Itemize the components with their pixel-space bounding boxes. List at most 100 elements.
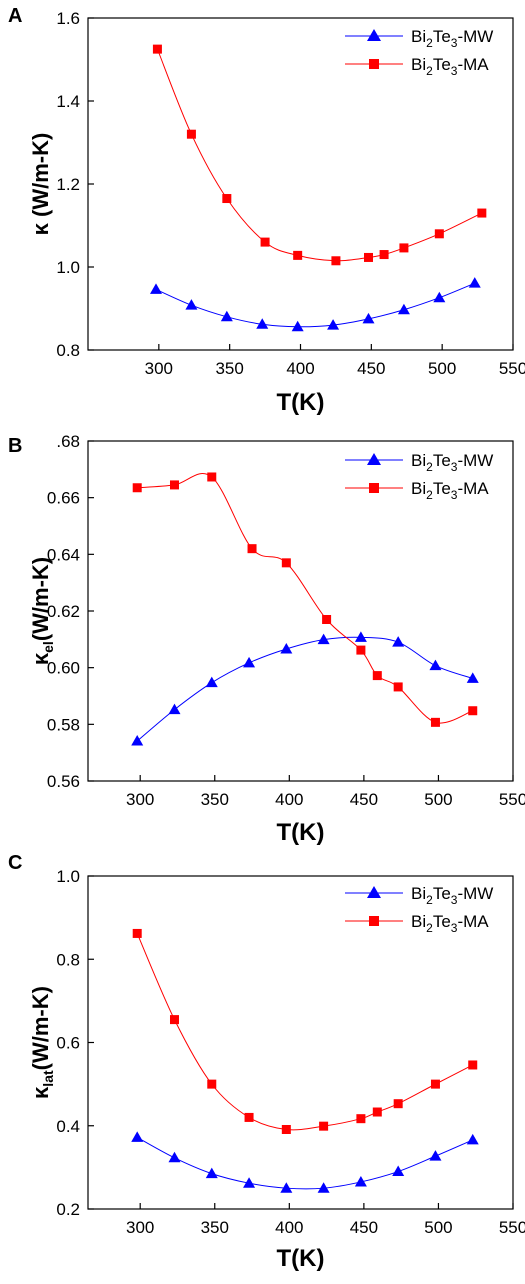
chart-panel-a: A 300 350 400 450 500 550 0.8 1.0 1.2 1.4 1.6 T(K) κ …	[8, 5, 525, 416]
y-tick-label: 0.60	[47, 659, 80, 678]
data-point	[356, 1114, 366, 1124]
data-point	[293, 250, 303, 260]
data-point	[260, 237, 270, 247]
x-tick-label: 350	[201, 1218, 229, 1237]
data-point	[220, 310, 233, 322]
y-tick-label: 0.8	[56, 950, 80, 969]
y-tick-label: .68	[56, 432, 80, 451]
legend-label: Bi2Te3-MA	[411, 55, 489, 78]
data-point	[317, 1182, 330, 1193]
data-point	[222, 194, 232, 204]
data-point	[468, 277, 481, 288]
data-point	[205, 676, 218, 688]
data-point	[317, 633, 330, 645]
x-axis-title: T(K)	[277, 819, 325, 846]
series-line	[136, 933, 473, 1131]
data-point	[280, 642, 293, 654]
series-line	[155, 282, 475, 328]
legend-label: Bi2Te3-MW	[411, 451, 493, 474]
data-point	[356, 645, 366, 655]
data-point	[434, 229, 444, 239]
legend-label: Bi2Te3-MW	[411, 27, 493, 50]
x-tick-label: 450	[350, 1218, 378, 1237]
y-tick-label: 0.64	[47, 545, 80, 564]
y-tick-label: 0.8	[56, 341, 80, 360]
legend-entry: Bi2Te3-MA	[345, 55, 489, 78]
x-tick-label: 500	[424, 790, 452, 809]
data-point	[430, 717, 440, 727]
y-axis-title: κ (W/m-K)	[28, 133, 53, 236]
x-tick-label: 450	[357, 359, 385, 378]
data-point	[466, 1133, 479, 1145]
x-axis-title: T(K)	[277, 389, 325, 416]
x-tick-label: 300	[126, 1218, 154, 1237]
data-point	[372, 671, 382, 681]
data-point	[392, 1165, 405, 1177]
series-square	[132, 928, 478, 1134]
data-point	[379, 250, 389, 260]
data-point	[392, 636, 405, 647]
legend-marker	[369, 483, 379, 493]
data-point	[354, 1175, 367, 1187]
legend-entry: Bi2Te3-MW	[345, 27, 493, 50]
x-tick-label: 400	[275, 790, 303, 809]
data-point	[132, 928, 142, 938]
y-tick-label: 1.2	[56, 175, 80, 194]
legend-label: Bi2Te3-MA	[411, 479, 489, 502]
x-tick-label: 300	[126, 790, 154, 809]
x-axis-title: T(K)	[277, 1245, 325, 1272]
series-line	[136, 1136, 473, 1190]
data-point	[168, 703, 181, 715]
data-point	[393, 682, 403, 692]
data-point	[468, 706, 478, 716]
data-point	[244, 1112, 254, 1122]
x-tick-label: 500	[424, 1218, 452, 1237]
x-tick-label: 400	[286, 359, 314, 378]
y-tick-label: 0.4	[56, 1117, 80, 1136]
y-tick-label: 1.0	[56, 867, 80, 886]
x-tick-label: 550	[499, 359, 525, 378]
series-square	[132, 472, 478, 727]
data-point	[152, 44, 162, 54]
y-tick-label: 0.66	[47, 489, 80, 508]
data-point	[466, 672, 479, 683]
y-tick-label: 1.0	[56, 258, 80, 277]
data-point	[243, 1177, 256, 1188]
data-point	[354, 631, 367, 642]
y-tick-label: 0.6	[56, 1034, 80, 1053]
data-point	[281, 1124, 291, 1134]
y-tick-label: 0.58	[47, 715, 80, 734]
y-tick-label: 0.56	[47, 772, 80, 791]
legend-entry: Bi2Te3-MA	[345, 479, 489, 502]
x-tick-label: 350	[215, 359, 243, 378]
data-point	[319, 1121, 329, 1131]
x-tick-label: 550	[499, 1218, 525, 1237]
data-point	[433, 291, 446, 303]
data-point	[169, 480, 179, 490]
x-tick-label: 450	[350, 790, 378, 809]
data-point	[362, 312, 375, 324]
data-point	[150, 283, 162, 294]
legend-label: Bi2Te3-MW	[411, 884, 493, 907]
data-point	[207, 1079, 217, 1089]
legend-entry: Bi2Te3-MW	[345, 451, 493, 474]
y-tick-label: 0.2	[56, 1200, 80, 1219]
x-tick-label: 300	[145, 359, 173, 378]
data-point	[291, 320, 304, 332]
legend-marker	[367, 453, 381, 465]
legend-marker	[369, 916, 379, 926]
legend-marker	[367, 886, 381, 898]
data-point	[397, 303, 410, 315]
series-line	[136, 636, 473, 742]
series-line	[156, 48, 483, 262]
legend-marker	[369, 59, 379, 69]
data-point	[477, 208, 487, 218]
data-point	[327, 319, 340, 330]
data-point	[243, 656, 256, 668]
y-axis-title: κlat(W/m-K)	[28, 986, 56, 1099]
series-triangle	[131, 1131, 479, 1193]
x-tick-label: 350	[201, 790, 229, 809]
chart-panel-b: B 300 350 400 450 500 550 0.56 0.58 0.60 0.62 0.64 0…	[8, 432, 525, 846]
data-point	[429, 1150, 442, 1161]
